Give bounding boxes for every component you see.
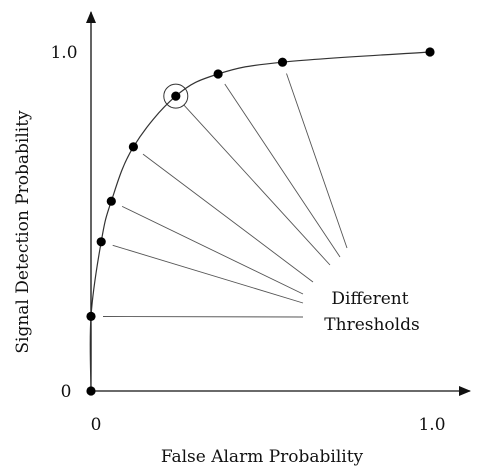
leader-line — [224, 83, 341, 258]
threshold-point — [96, 237, 106, 247]
threshold-point — [128, 142, 138, 152]
y-tick-one: 1.0 — [50, 43, 77, 63]
threshold-point — [213, 69, 223, 79]
threshold-points — [86, 47, 435, 396]
x-tick-zero: 0 — [91, 415, 102, 435]
threshold-point — [86, 311, 96, 321]
threshold-point — [425, 47, 435, 57]
leader-line — [121, 205, 304, 295]
highlight-ring — [163, 83, 189, 109]
y-axis-title: Signal Detection Probability — [13, 110, 33, 354]
threshold-leader-lines — [102, 73, 348, 318]
leader-line — [142, 153, 314, 283]
threshold-point — [86, 386, 96, 396]
leader-line — [112, 244, 304, 304]
y-tick-zero: 0 — [61, 382, 72, 402]
threshold-point — [277, 57, 288, 67]
leader-line — [102, 316, 304, 318]
leader-line — [286, 73, 348, 249]
roc-curve — [89, 51, 431, 392]
threshold-point — [106, 196, 116, 206]
x-axis-title: False Alarm Probability — [161, 447, 364, 467]
leader-line — [183, 104, 331, 266]
x-tick-one: 1.0 — [418, 415, 445, 435]
threshold-point — [171, 91, 181, 101]
annotation-line1: Different — [331, 289, 408, 309]
annotation-line2: Thresholds — [324, 315, 419, 335]
